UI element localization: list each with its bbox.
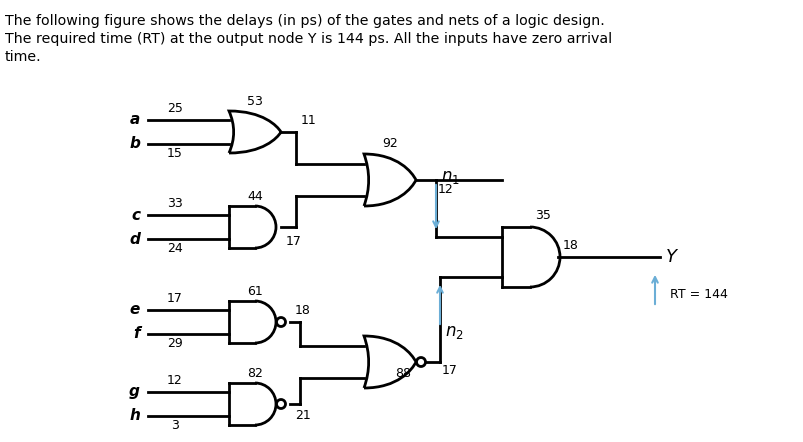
Text: 82: 82 <box>247 367 263 380</box>
Text: h: h <box>129 408 140 423</box>
Text: time.: time. <box>5 50 42 64</box>
Text: $n_1$: $n_1$ <box>441 168 459 186</box>
PathPatch shape <box>364 154 415 206</box>
PathPatch shape <box>364 336 415 388</box>
Text: 35: 35 <box>534 209 550 222</box>
Text: 17: 17 <box>286 235 301 248</box>
Text: e: e <box>129 302 140 317</box>
Text: 18: 18 <box>295 304 311 317</box>
Text: 18: 18 <box>562 239 578 252</box>
Text: 3: 3 <box>171 419 179 432</box>
Text: a: a <box>129 113 140 127</box>
Text: The following figure shows the delays (in ps) of the gates and nets of a logic d: The following figure shows the delays (i… <box>5 14 604 28</box>
Text: $n_2$: $n_2$ <box>444 323 463 341</box>
Text: 33: 33 <box>167 197 182 210</box>
Text: 17: 17 <box>167 292 183 305</box>
PathPatch shape <box>229 111 281 153</box>
Text: f: f <box>133 327 140 342</box>
Text: 44: 44 <box>247 190 263 203</box>
Text: 25: 25 <box>167 102 183 115</box>
Text: 29: 29 <box>167 337 182 350</box>
Text: 61: 61 <box>247 285 263 298</box>
Text: 88: 88 <box>394 367 410 380</box>
Text: $Y$: $Y$ <box>664 248 679 266</box>
Text: 11: 11 <box>300 114 316 127</box>
Circle shape <box>416 358 425 366</box>
Circle shape <box>276 400 285 408</box>
Circle shape <box>276 317 285 327</box>
Text: 92: 92 <box>381 137 397 150</box>
Text: g: g <box>129 385 140 400</box>
Text: d: d <box>129 232 140 247</box>
Text: The required time (RT) at the output node Y is 144 ps. All the inputs have zero : The required time (RT) at the output nod… <box>5 32 611 46</box>
Text: 53: 53 <box>247 95 263 108</box>
Text: c: c <box>131 207 140 222</box>
Text: 12: 12 <box>167 374 182 387</box>
Text: 24: 24 <box>167 242 182 255</box>
Text: 17: 17 <box>442 364 457 377</box>
Text: RT = 144: RT = 144 <box>669 289 727 301</box>
Text: 21: 21 <box>295 409 311 422</box>
Text: b: b <box>129 137 140 152</box>
Text: 12: 12 <box>438 183 453 196</box>
Text: 15: 15 <box>167 147 183 160</box>
